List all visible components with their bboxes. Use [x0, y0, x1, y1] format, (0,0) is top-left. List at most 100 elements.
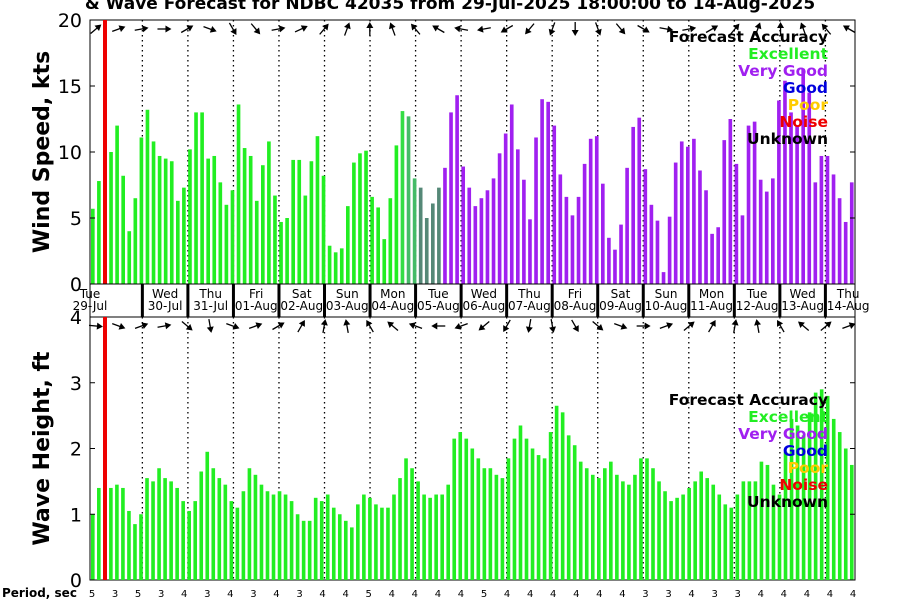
bar-118 — [801, 435, 806, 580]
arrow-head — [620, 323, 628, 330]
bar-122 — [825, 395, 830, 580]
bar-102 — [705, 478, 710, 580]
wind-arrow-9 — [294, 25, 308, 33]
period-value-30: 4 — [781, 589, 787, 600]
bar-105 — [723, 504, 728, 580]
period-value-31: 4 — [804, 589, 810, 600]
arrow-head — [503, 325, 510, 333]
day-date-11: 09-Aug — [599, 299, 642, 313]
day-date-14: 12-Aug — [736, 299, 779, 313]
bar-15 — [181, 501, 185, 580]
bar-13 — [169, 161, 174, 284]
bar-30 — [271, 494, 276, 580]
arrow-head — [142, 25, 149, 33]
bar-39 — [325, 494, 330, 580]
bar-30 — [273, 195, 277, 284]
bar-101 — [704, 190, 708, 284]
bar-23 — [229, 501, 234, 580]
bar-48 — [380, 507, 384, 580]
bar-69 — [506, 458, 511, 580]
bar-60 — [455, 95, 459, 285]
bar-31 — [277, 491, 282, 580]
bar-27 — [254, 200, 259, 284]
bar-61 — [458, 432, 463, 580]
arrow-head — [454, 25, 461, 33]
day-date-16: 14-Aug — [827, 299, 870, 313]
wind-arrow-1 — [112, 25, 126, 33]
arrow-head — [711, 25, 719, 32]
bar-93 — [651, 468, 655, 580]
bar-0 — [91, 208, 95, 284]
arrow-head — [300, 25, 308, 32]
wind-arrow-7 — [248, 322, 263, 330]
day-name-12: Sun — [655, 287, 678, 301]
wind-arrow-18 — [500, 24, 514, 33]
arrow-head — [410, 23, 418, 31]
wind-arrow-33 — [842, 322, 856, 330]
bar-34 — [297, 159, 302, 284]
bar-26 — [247, 468, 252, 580]
legend-item-excellent: Excellent — [748, 45, 828, 63]
arrow-head — [454, 323, 462, 330]
wind-arrow-32 — [820, 321, 832, 331]
bar-71 — [522, 179, 526, 284]
bar-17 — [194, 112, 198, 285]
bar-94 — [661, 272, 666, 284]
bar-24 — [236, 104, 241, 284]
wind-arrow-14 — [410, 23, 421, 35]
legend-item-very-good: Very Good — [738, 425, 828, 443]
bar-92 — [649, 204, 654, 284]
bar-123 — [831, 418, 836, 580]
arrow-head — [525, 27, 532, 35]
period-value-22: 4 — [596, 589, 602, 600]
bar-52 — [404, 458, 408, 580]
arrow-head — [298, 319, 305, 327]
bar-38 — [321, 175, 326, 284]
bar-97 — [679, 141, 684, 284]
bar-87 — [619, 224, 623, 284]
bar-5 — [121, 487, 125, 580]
day-name-0: Tue — [79, 287, 101, 301]
day-date-3: 01-Aug — [235, 299, 278, 313]
bar-121 — [819, 389, 824, 580]
bar-86 — [613, 249, 617, 284]
bar-49 — [388, 198, 393, 284]
day-name-9: Thu — [517, 287, 541, 301]
bar-81 — [578, 461, 583, 580]
bar-56 — [428, 497, 432, 580]
bar-61 — [461, 166, 465, 284]
legend-title: Forecast Accuracy — [669, 391, 828, 409]
legend-item-noise: Noise — [779, 476, 828, 494]
day-date-15: 13-Aug — [781, 299, 824, 313]
period-value-4: 4 — [181, 589, 187, 600]
arrow-head — [253, 27, 261, 35]
bar-35 — [301, 520, 306, 580]
wind-arrow-14 — [408, 322, 423, 330]
day-name-1: Wed — [152, 287, 178, 301]
y-tick-label: 4 — [70, 307, 82, 329]
bar-36 — [309, 161, 314, 284]
bar-71 — [518, 425, 523, 580]
bar-31 — [279, 221, 283, 284]
wind-arrow-29 — [754, 22, 762, 36]
bar-104 — [717, 494, 722, 580]
wind-arrow-7 — [250, 23, 261, 35]
legend-item-good: Good — [783, 442, 828, 460]
wind-arrow-11 — [343, 319, 351, 334]
bar-104 — [722, 140, 727, 284]
bar-80 — [572, 445, 577, 580]
bar-66 — [488, 468, 493, 580]
arrow-head — [320, 319, 328, 326]
arrow-head — [366, 319, 373, 327]
arrow-head — [666, 25, 674, 33]
bar-107 — [735, 494, 740, 580]
bar-53 — [410, 468, 414, 580]
wind-arrow-2 — [134, 25, 149, 33]
bar-21 — [218, 182, 223, 284]
arrow-head — [754, 22, 762, 30]
period-value-16: 4 — [458, 589, 464, 600]
wind-arrow-10 — [320, 319, 328, 334]
arrow-head — [642, 26, 650, 33]
bar-75 — [542, 458, 547, 580]
bar-122 — [831, 174, 836, 284]
